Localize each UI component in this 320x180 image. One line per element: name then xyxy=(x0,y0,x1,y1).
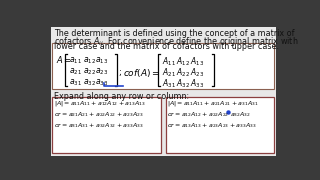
Text: $A_{23}$: $A_{23}$ xyxy=(190,66,204,79)
Text: $a_{33}$: $a_{33}$ xyxy=(95,77,108,87)
FancyBboxPatch shape xyxy=(52,97,161,152)
Text: $A_{12}$: $A_{12}$ xyxy=(176,55,190,68)
Text: $or = a_{31}A_{31} + a_{32}A_{32} +a_{33}A_{33}$: $or = a_{31}A_{31} + a_{32}A_{32} +a_{33… xyxy=(54,121,143,130)
Text: $A=$: $A=$ xyxy=(55,54,71,65)
Text: $a_{13}$: $a_{13}$ xyxy=(95,55,108,66)
FancyBboxPatch shape xyxy=(51,27,276,156)
Text: $A_{11}$: $A_{11}$ xyxy=(163,55,176,68)
Text: $a_{11}$: $a_{11}$ xyxy=(69,55,82,66)
Text: The determinant is defined using the concept of a matrix of: The determinant is defined using the con… xyxy=(54,29,294,38)
Text: $or = a_{21}A_{21} + a_{22}A_{22} +a_{23}A_{23}$: $or = a_{21}A_{21} + a_{22}A_{22} +a_{23… xyxy=(54,110,143,119)
Text: $a_{12}$: $a_{12}$ xyxy=(83,55,96,66)
Text: $|A| = a_{11}A_{11} + a_{12}A_{12} +a_{13}A_{13}$: $|A| = a_{11}A_{11} + a_{12}A_{12} +a_{1… xyxy=(54,99,146,108)
Text: $|A| = a_{11}A_{11} + a_{21}A_{21}+a_{31}A_{31}$: $|A| = a_{11}A_{11} + a_{21}A_{21}+a_{31… xyxy=(167,99,259,108)
Text: $A_{33}$: $A_{33}$ xyxy=(190,77,204,89)
Text: $or = a_{13}A_{13} + a_{23}A_{23} +a_{33}A_{33}$: $or = a_{13}A_{13} + a_{23}A_{23} +a_{33… xyxy=(167,121,257,130)
Text: $\mathit{cof}(A) =$: $\mathit{cof}(A) =$ xyxy=(123,67,160,79)
Text: $a_{31}$: $a_{31}$ xyxy=(69,77,82,87)
Text: $a_{23}$: $a_{23}$ xyxy=(95,66,108,77)
Text: lower case and the matrix of cofactors with upper case.: lower case and the matrix of cofactors w… xyxy=(54,42,279,51)
FancyBboxPatch shape xyxy=(165,97,274,152)
Text: $or = a_{12}A_{12} + a_{22}A_{22}$: $or = a_{12}A_{12} + a_{22}A_{22}$ xyxy=(167,110,229,119)
Text: $a_{21}$: $a_{21}$ xyxy=(69,66,82,77)
Text: $A_{13}$: $A_{13}$ xyxy=(190,55,204,68)
Text: $A_{31}$: $A_{31}$ xyxy=(163,77,176,89)
Text: $A_{32}$: $A_{32}$ xyxy=(176,77,190,89)
FancyBboxPatch shape xyxy=(52,43,274,89)
Text: $A_{21}$: $A_{21}$ xyxy=(163,66,176,79)
Text: Expand along any row or column:: Expand along any row or column: xyxy=(54,92,189,101)
Text: $A_{22}$: $A_{22}$ xyxy=(176,66,190,79)
Text: $;$: $;$ xyxy=(117,68,121,78)
Text: $a_{32}A_{32}$: $a_{32}A_{32}$ xyxy=(230,110,251,119)
Text: cofactors $A_{ij}$. For convenience define the original matrix with: cofactors $A_{ij}$. For convenience defi… xyxy=(54,36,298,49)
Text: $a_{22}$: $a_{22}$ xyxy=(83,66,96,77)
Text: $a_{32}$: $a_{32}$ xyxy=(83,77,96,87)
